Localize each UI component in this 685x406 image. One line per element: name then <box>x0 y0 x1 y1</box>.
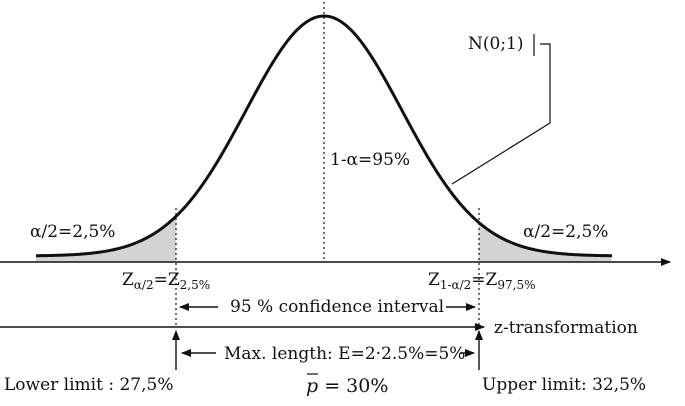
max-length-label: Max. length: E=2·2.5%=5% <box>224 344 465 364</box>
lower-limit-label: Lower limit : 27,5% <box>4 375 173 395</box>
z-transformation-label: z-transformation <box>494 318 638 338</box>
lower-z-label: Zα/2=Z2,5% <box>122 270 210 292</box>
distribution-callout-line <box>451 43 551 185</box>
confidence-interval-label: 95 % confidence interval <box>230 297 444 317</box>
left-tail-area <box>36 216 176 262</box>
bell-curve <box>35 14 613 258</box>
right-tail-area <box>479 222 612 262</box>
right-tail-label: α/2=2,5% <box>523 222 608 242</box>
distribution-label: N(0;1) <box>468 34 524 54</box>
left-tail-label: α/2=2,5% <box>30 222 115 242</box>
center-area-label: 1-α=95% <box>330 150 410 170</box>
upper-limit-label: Upper limit: 32,5% <box>482 375 646 395</box>
p-estimate-label: p = 30% <box>306 375 388 397</box>
upper-z-label: Z1-α/2=Z97,5% <box>428 270 535 292</box>
